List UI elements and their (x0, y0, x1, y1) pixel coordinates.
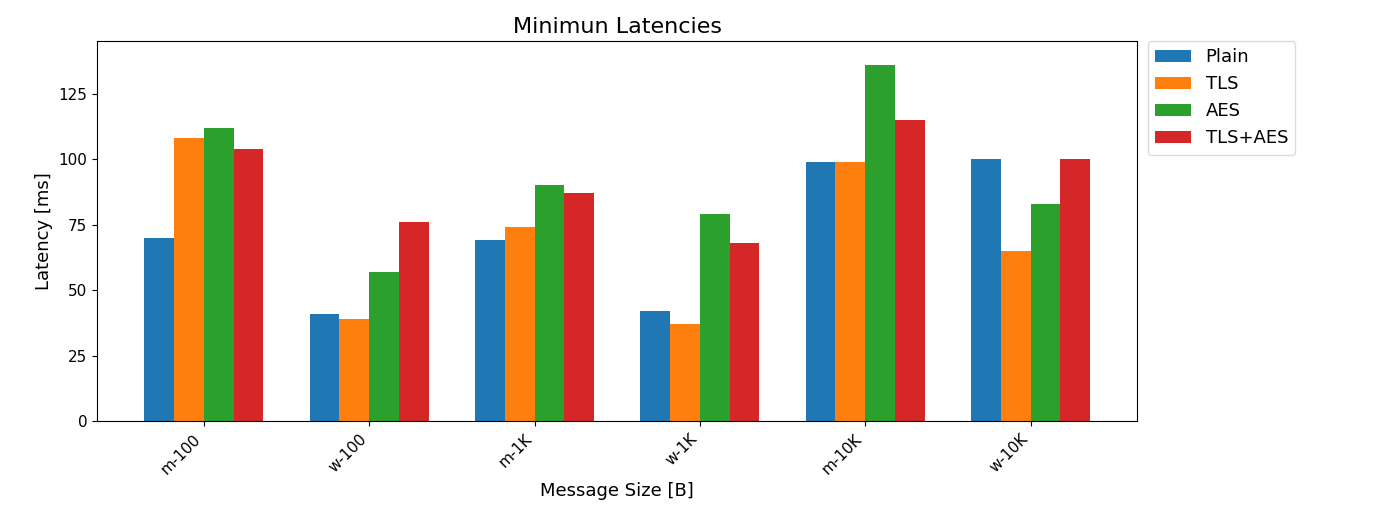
Bar (670, 324, 700, 421)
Bar (865, 65, 895, 421)
Bar (641, 311, 670, 421)
Bar (369, 272, 399, 421)
Bar (399, 222, 429, 421)
Bar (233, 149, 264, 421)
Bar (1001, 251, 1031, 421)
Bar (1060, 159, 1090, 421)
Bar (1031, 204, 1060, 421)
Bar (340, 319, 369, 421)
Bar (835, 162, 865, 421)
Title: Minimun Latencies: Minimun Latencies (513, 17, 721, 37)
Bar (700, 214, 730, 421)
Bar (806, 162, 835, 421)
Bar (534, 186, 565, 421)
Bar (505, 227, 534, 421)
Legend: Plain, TLS, AES, TLS+AES: Plain, TLS, AES, TLS+AES (1148, 41, 1295, 155)
Bar (971, 159, 1001, 421)
Bar (474, 241, 505, 421)
Bar (309, 314, 340, 421)
Bar (204, 127, 233, 421)
Bar (895, 120, 925, 421)
Bar (565, 193, 594, 421)
Bar (730, 243, 760, 421)
Y-axis label: Latency [ms]: Latency [ms] (35, 172, 53, 290)
Bar (144, 238, 175, 421)
Bar (175, 138, 204, 421)
X-axis label: Message Size [B]: Message Size [B] (541, 483, 694, 501)
